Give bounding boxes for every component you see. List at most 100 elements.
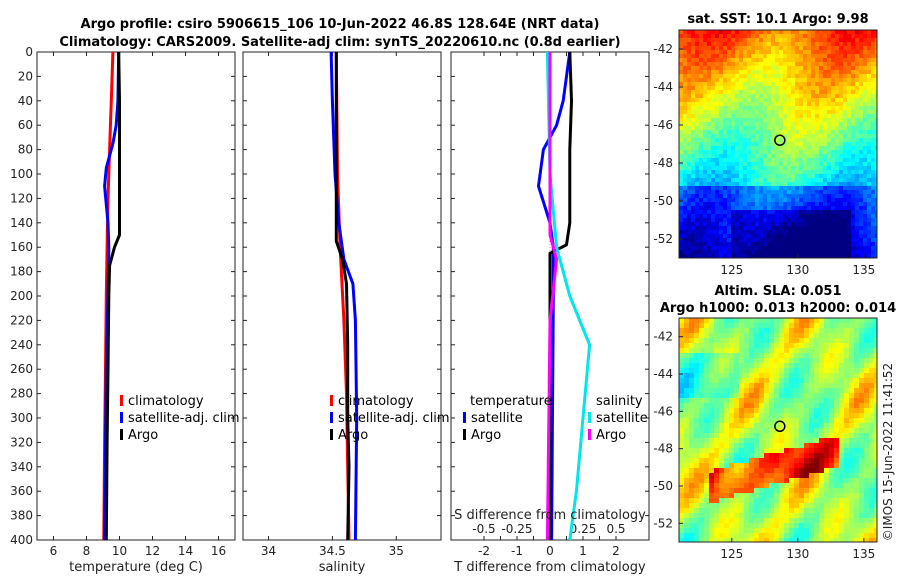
map-cell	[795, 182, 800, 187]
map-cell	[851, 62, 856, 67]
map-cell	[679, 323, 685, 329]
map-cell	[869, 378, 875, 384]
map-cell	[827, 102, 832, 107]
map-cell	[829, 413, 835, 419]
map-cell	[809, 438, 815, 444]
map-cell	[847, 170, 852, 175]
map-cell	[743, 182, 748, 187]
map-cell	[799, 373, 805, 379]
map-cell	[695, 86, 700, 91]
map-cell	[803, 90, 808, 95]
map-cell	[847, 254, 852, 258]
map-cell	[704, 488, 710, 494]
map-cell	[707, 86, 712, 91]
map-cell	[769, 398, 775, 404]
map-cell	[724, 508, 730, 514]
map-cell	[789, 433, 795, 439]
map-cell	[854, 523, 860, 529]
map-cell	[811, 102, 816, 107]
map-cell	[711, 118, 716, 123]
map-cell	[851, 230, 856, 235]
map-cell	[869, 418, 875, 424]
map-cell	[735, 230, 740, 235]
map-cell	[835, 162, 840, 167]
map-cell	[839, 210, 844, 215]
map-cell	[874, 388, 877, 394]
map-cell	[771, 50, 776, 55]
map-cell	[767, 170, 772, 175]
map-cell	[811, 58, 816, 63]
map-cell	[734, 513, 740, 519]
map-cell	[864, 453, 870, 459]
map-cell	[859, 110, 864, 115]
map-cell	[843, 230, 848, 235]
map-cell	[759, 106, 764, 111]
map-cell	[751, 242, 756, 247]
map-cell	[684, 328, 690, 334]
map-cell	[849, 518, 855, 524]
map-cell	[799, 418, 805, 424]
map-cell	[791, 222, 796, 227]
map-cell	[799, 214, 804, 219]
map-cell	[875, 142, 877, 147]
map-cell	[854, 468, 860, 474]
map-cell	[843, 254, 848, 258]
map-cell	[784, 463, 790, 469]
map-cell	[689, 393, 695, 399]
map-cell	[719, 368, 725, 374]
map-cell	[803, 190, 808, 195]
map-cell	[834, 493, 840, 499]
map-cell	[787, 190, 792, 195]
map-cell	[863, 50, 868, 55]
map-cell	[851, 138, 856, 143]
map-cell	[739, 413, 745, 419]
map-cell	[691, 66, 696, 71]
map-cell	[727, 178, 732, 183]
map-cell	[811, 154, 816, 159]
map-cell	[763, 214, 768, 219]
map-cell	[847, 62, 852, 67]
map-cell	[847, 146, 852, 151]
map-cell	[735, 250, 740, 255]
map-cell	[869, 523, 875, 529]
map-cell	[714, 353, 720, 359]
y-tick-label: 200	[10, 289, 33, 303]
map-cell	[811, 178, 816, 183]
map-cell	[787, 106, 792, 111]
map-cell	[759, 328, 765, 334]
map-cell	[869, 398, 875, 404]
map-cell	[779, 343, 785, 349]
map-cell	[704, 418, 710, 424]
map-cell	[739, 70, 744, 75]
map-cell	[831, 46, 836, 51]
map-cell	[849, 508, 855, 514]
map-cell	[855, 158, 860, 163]
map-cell	[734, 528, 740, 534]
map-cell	[729, 378, 735, 384]
map-cell	[835, 166, 840, 171]
map-cell	[779, 46, 784, 51]
map-cell	[711, 38, 716, 43]
map-cell	[864, 398, 870, 404]
map-cell	[855, 250, 860, 255]
map-cell	[867, 254, 872, 258]
map-cell	[875, 42, 877, 47]
map-cell	[763, 106, 768, 111]
map-cell	[683, 246, 688, 251]
map-cell	[779, 418, 785, 424]
map-cell	[815, 190, 820, 195]
map-cell	[691, 106, 696, 111]
map-cell	[795, 194, 800, 199]
map-cell	[803, 102, 808, 107]
map-cell	[735, 242, 740, 247]
map-cell	[791, 66, 796, 71]
map-cell	[843, 110, 848, 115]
map-cell	[763, 126, 768, 131]
map-cell	[684, 488, 690, 494]
map-cell	[844, 343, 850, 349]
map-cell	[751, 30, 756, 35]
map-cell	[707, 242, 712, 247]
map-cell	[823, 146, 828, 151]
map-cell	[747, 150, 752, 155]
map-cell	[695, 78, 700, 83]
